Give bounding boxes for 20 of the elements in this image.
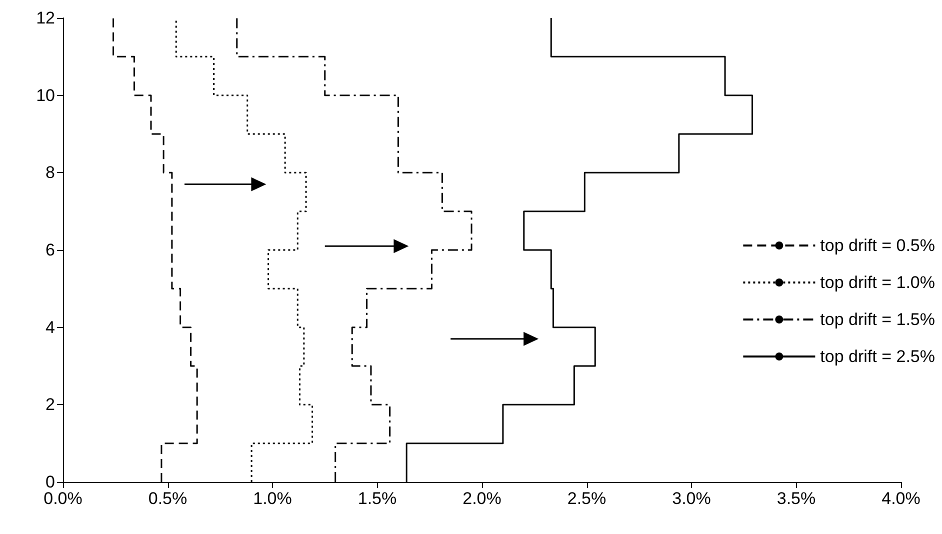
x-tick-label: 2.0% (462, 489, 502, 508)
y-tick-label: 0 (46, 472, 55, 492)
x-tick-label: 1.0% (253, 489, 292, 508)
x-tick-label: 3.0% (672, 489, 711, 508)
legend-label: top drift = 2.5% (820, 347, 936, 366)
x-tick-label: 3.5% (776, 489, 816, 508)
y-tick-label: 6 (46, 240, 55, 260)
legend-label: top drift = 1.0% (820, 273, 936, 292)
x-tick-label: 1.5% (358, 489, 397, 508)
x-tick-label: 0.5% (148, 489, 188, 508)
y-tick-label: 8 (46, 163, 55, 182)
legend-label: top drift = 1.5% (820, 310, 936, 329)
y-tick-label: 12 (36, 8, 55, 28)
x-tick-label: 4.0% (882, 489, 920, 508)
legend-label: top drift = 0.5% (820, 236, 936, 255)
y-tick-label: 2 (46, 395, 55, 414)
x-tick-label: 2.5% (567, 489, 606, 508)
x-tick-label: 0.0% (44, 489, 82, 508)
y-tick-label: 10 (36, 86, 55, 105)
y-tick-label: 4 (46, 318, 55, 337)
